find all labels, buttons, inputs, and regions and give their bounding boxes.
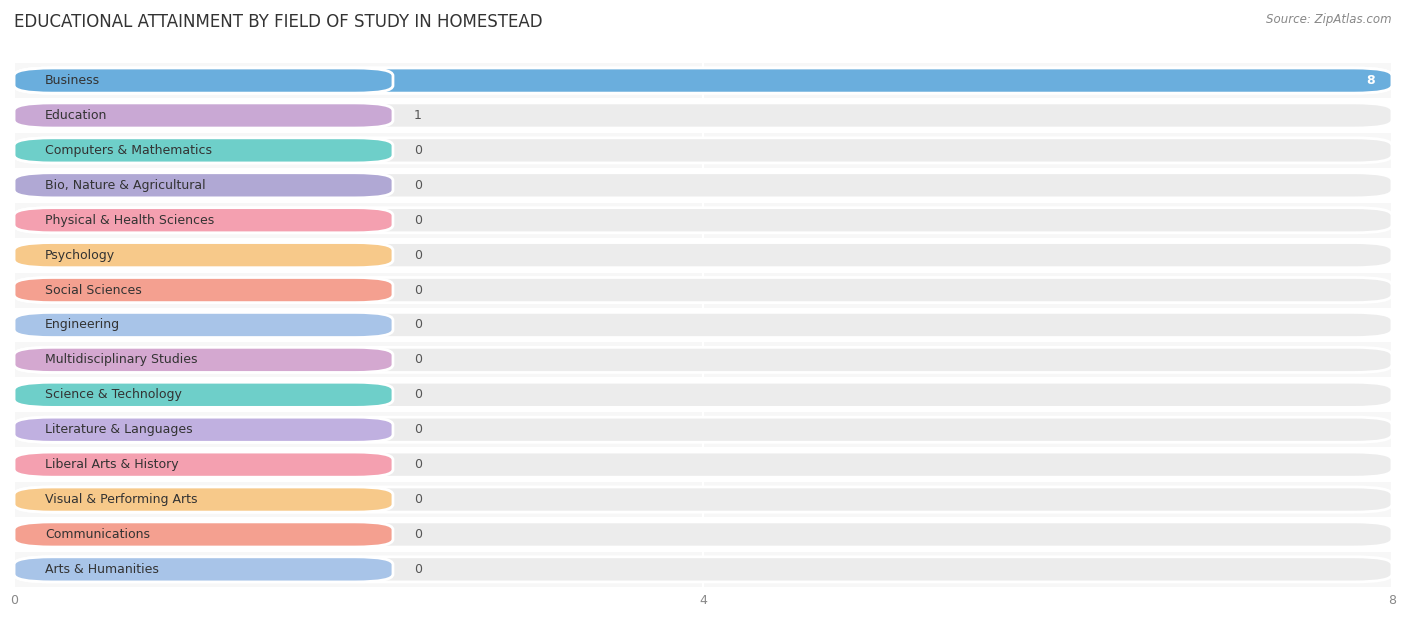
Bar — [14, 168, 1392, 203]
FancyBboxPatch shape — [14, 312, 1392, 338]
Text: Science & Technology: Science & Technology — [45, 388, 181, 401]
FancyBboxPatch shape — [14, 208, 394, 233]
FancyBboxPatch shape — [14, 278, 1392, 303]
Text: 0: 0 — [413, 388, 422, 401]
FancyBboxPatch shape — [14, 312, 394, 338]
Text: Liberal Arts & History: Liberal Arts & History — [45, 458, 179, 471]
Text: 0: 0 — [413, 493, 422, 506]
FancyBboxPatch shape — [14, 347, 1392, 372]
Text: Literature & Languages: Literature & Languages — [45, 423, 193, 436]
Bar — [14, 482, 1392, 517]
Bar — [14, 552, 1392, 587]
Text: Psychology: Psychology — [45, 249, 115, 262]
Text: Bio, Nature & Agricultural: Bio, Nature & Agricultural — [45, 179, 205, 192]
FancyBboxPatch shape — [14, 522, 394, 547]
Bar — [14, 412, 1392, 447]
Bar — [14, 98, 1392, 133]
Text: 0: 0 — [413, 319, 422, 331]
Bar — [14, 63, 1392, 98]
FancyBboxPatch shape — [14, 68, 1392, 93]
Text: Business: Business — [45, 74, 100, 87]
FancyBboxPatch shape — [14, 382, 1392, 408]
FancyBboxPatch shape — [14, 138, 1392, 163]
Text: 0: 0 — [413, 563, 422, 576]
FancyBboxPatch shape — [14, 103, 186, 128]
Text: Visual & Performing Arts: Visual & Performing Arts — [45, 493, 198, 506]
Text: Communications: Communications — [45, 528, 150, 541]
Text: 1: 1 — [413, 109, 422, 122]
Text: 0: 0 — [413, 423, 422, 436]
Text: 0: 0 — [413, 179, 422, 192]
Text: 0: 0 — [413, 528, 422, 541]
FancyBboxPatch shape — [14, 452, 1392, 477]
Text: 0: 0 — [413, 353, 422, 367]
FancyBboxPatch shape — [14, 557, 1392, 582]
FancyBboxPatch shape — [14, 487, 1392, 512]
FancyBboxPatch shape — [14, 278, 394, 303]
Bar — [14, 307, 1392, 343]
FancyBboxPatch shape — [14, 557, 394, 582]
Text: 0: 0 — [413, 249, 422, 262]
Text: Multidisciplinary Studies: Multidisciplinary Studies — [45, 353, 198, 367]
FancyBboxPatch shape — [14, 103, 1392, 128]
Text: Engineering: Engineering — [45, 319, 120, 331]
FancyBboxPatch shape — [14, 138, 394, 163]
Text: Education: Education — [45, 109, 107, 122]
Text: 0: 0 — [413, 283, 422, 297]
Bar — [14, 517, 1392, 552]
Bar — [14, 377, 1392, 412]
Text: 0: 0 — [413, 144, 422, 157]
Bar — [14, 238, 1392, 273]
Text: Physical & Health Sciences: Physical & Health Sciences — [45, 214, 214, 227]
FancyBboxPatch shape — [14, 173, 394, 198]
Text: 8: 8 — [1367, 74, 1375, 87]
Text: Arts & Humanities: Arts & Humanities — [45, 563, 159, 576]
FancyBboxPatch shape — [14, 173, 1392, 198]
Bar — [14, 343, 1392, 377]
FancyBboxPatch shape — [14, 452, 394, 477]
Bar — [14, 203, 1392, 238]
FancyBboxPatch shape — [14, 522, 1392, 547]
Text: Social Sciences: Social Sciences — [45, 283, 142, 297]
FancyBboxPatch shape — [14, 417, 394, 442]
Text: 0: 0 — [413, 458, 422, 471]
Text: Source: ZipAtlas.com: Source: ZipAtlas.com — [1267, 13, 1392, 26]
FancyBboxPatch shape — [14, 68, 1392, 93]
Text: EDUCATIONAL ATTAINMENT BY FIELD OF STUDY IN HOMESTEAD: EDUCATIONAL ATTAINMENT BY FIELD OF STUDY… — [14, 13, 543, 31]
FancyBboxPatch shape — [14, 347, 394, 372]
Text: 0: 0 — [413, 214, 422, 227]
FancyBboxPatch shape — [14, 382, 394, 408]
FancyBboxPatch shape — [14, 417, 1392, 442]
Text: Computers & Mathematics: Computers & Mathematics — [45, 144, 212, 157]
FancyBboxPatch shape — [14, 68, 394, 93]
FancyBboxPatch shape — [14, 103, 394, 128]
FancyBboxPatch shape — [14, 208, 1392, 233]
FancyBboxPatch shape — [14, 242, 1392, 268]
Bar — [14, 447, 1392, 482]
FancyBboxPatch shape — [14, 242, 394, 268]
Bar — [14, 273, 1392, 307]
Bar — [14, 133, 1392, 168]
FancyBboxPatch shape — [14, 487, 394, 512]
